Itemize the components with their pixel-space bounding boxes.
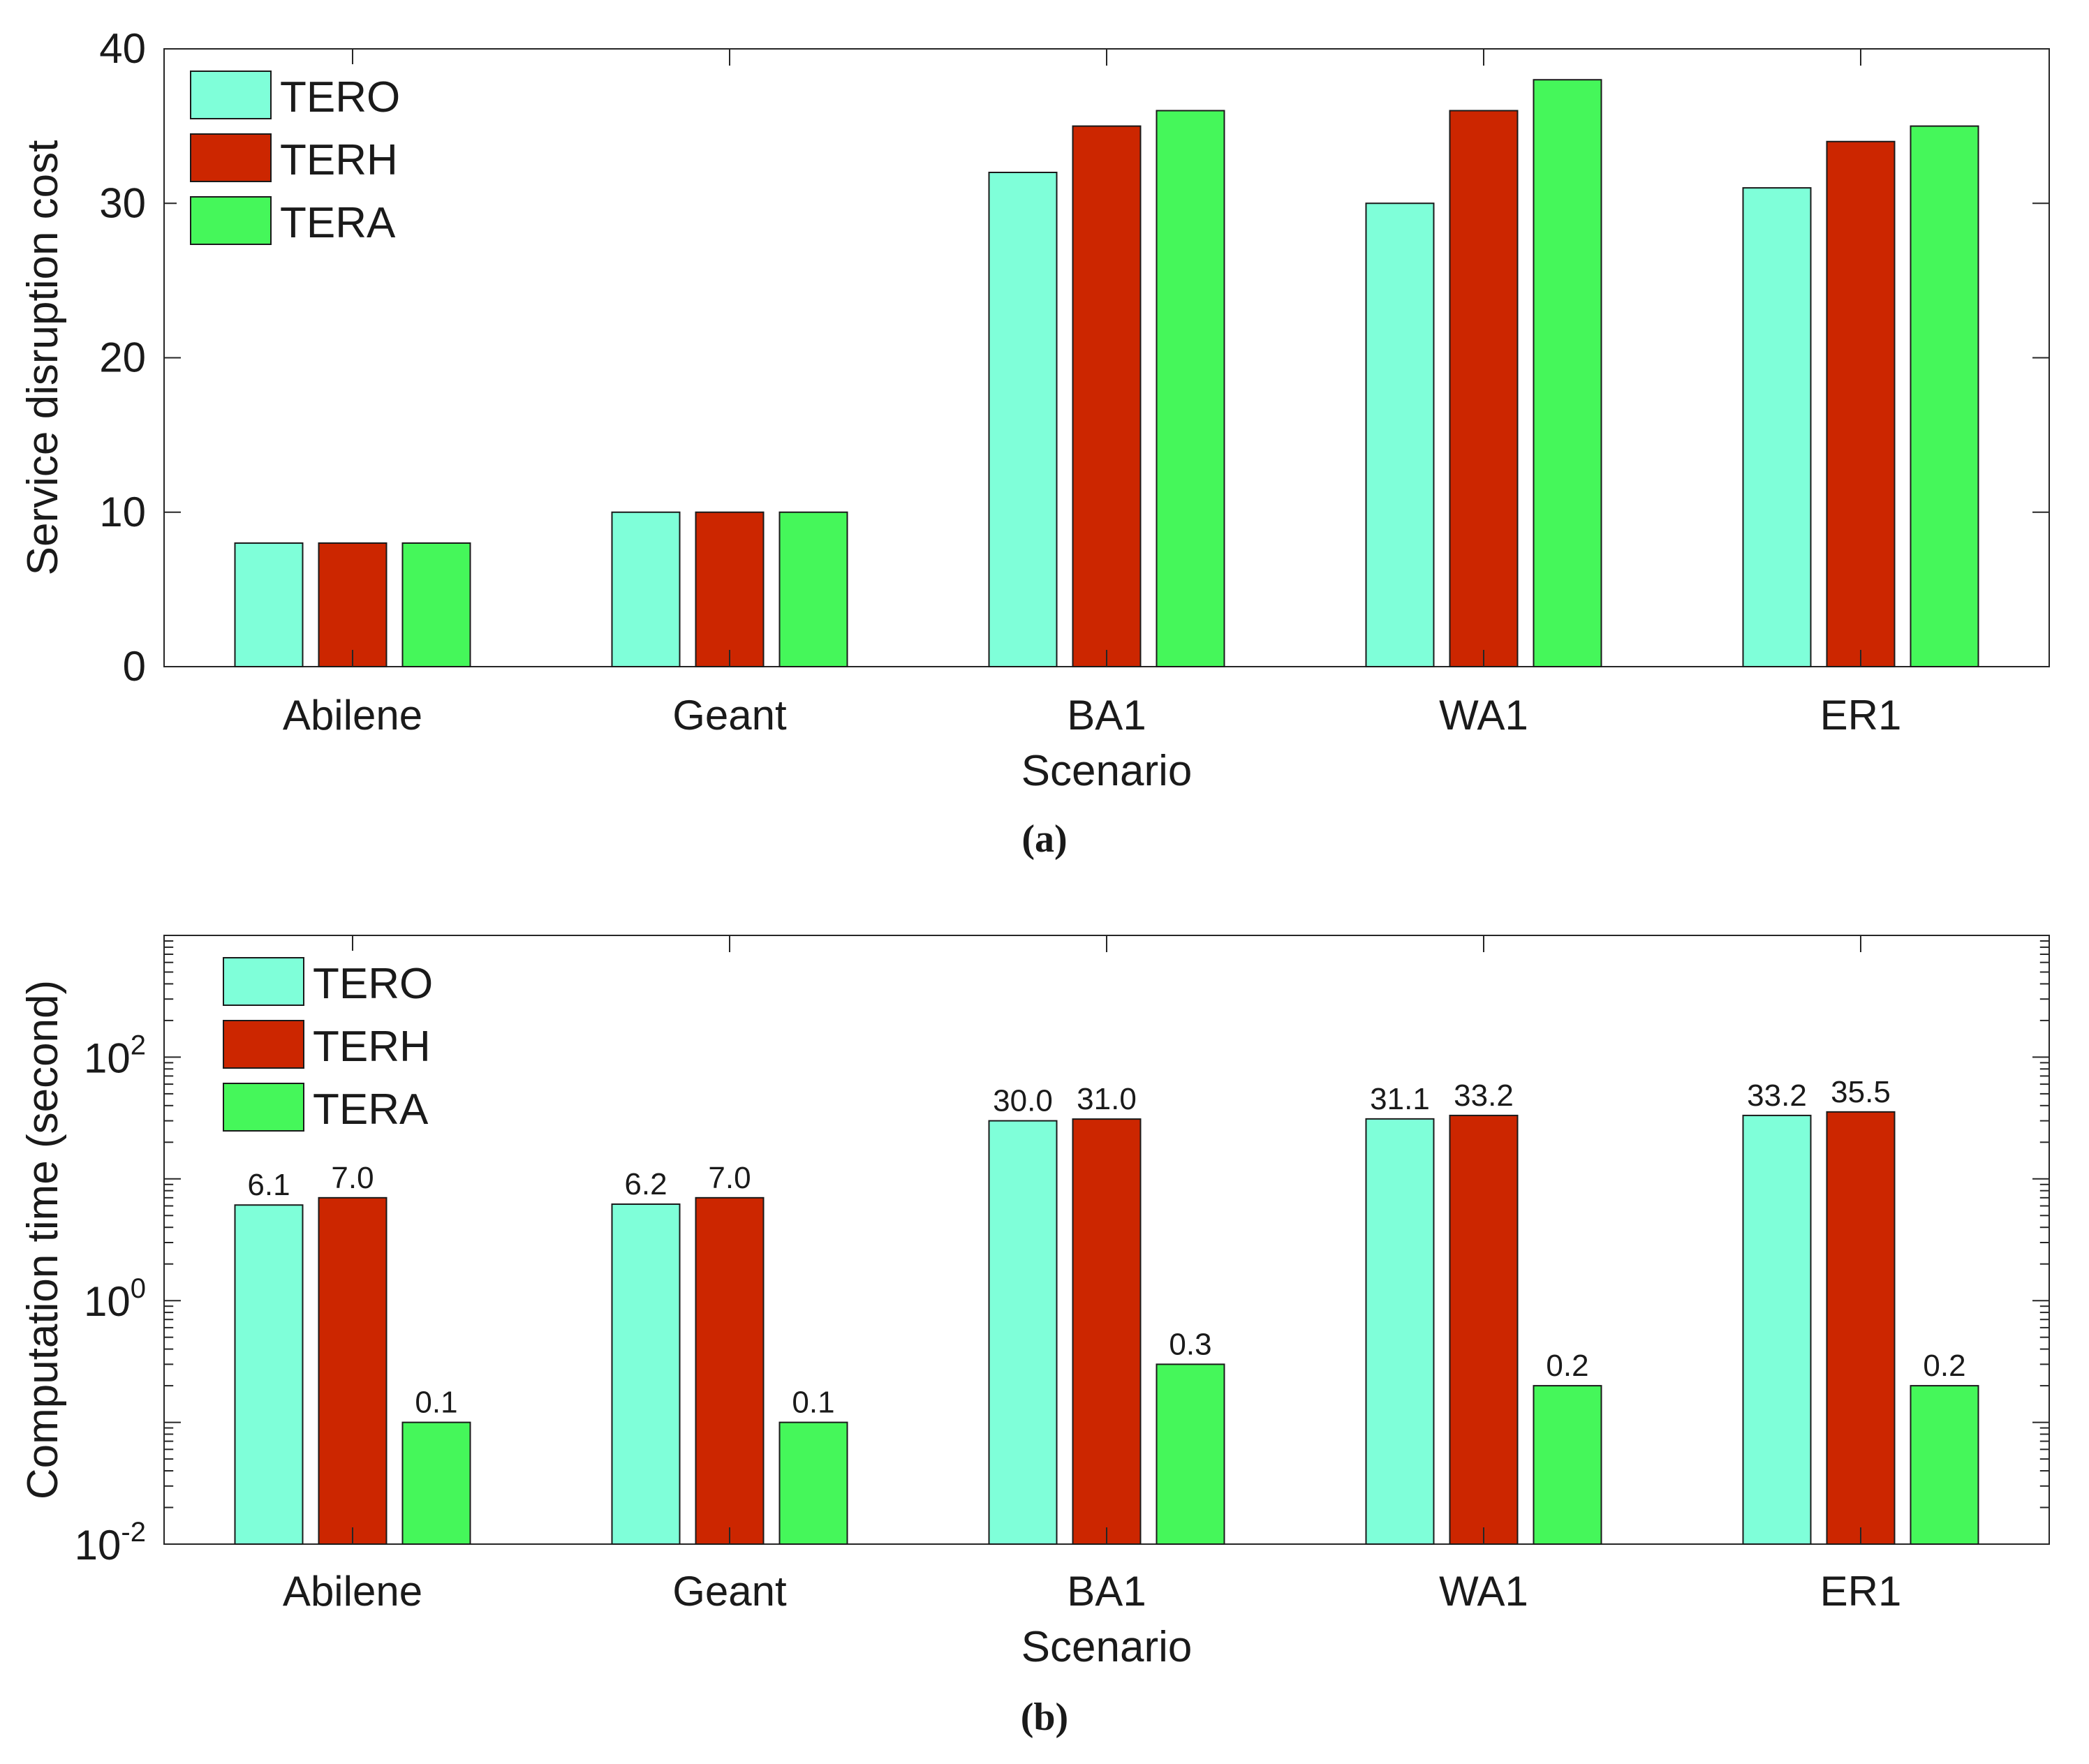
legend-label-tera: TERA [313, 1085, 429, 1134]
legend-swatch-terh [223, 1020, 304, 1069]
y-axis-label: Computation time (second) [19, 980, 67, 1499]
bar-terh-wa1 [1449, 1114, 1519, 1546]
y-tick-exponent: -2 [121, 1517, 146, 1548]
y-tick-label: 10-2 [75, 1517, 146, 1569]
data-label-tero-geant: 6.2 [624, 1167, 667, 1201]
bar-tero-er1 [1742, 1114, 1812, 1546]
bar-terh-geant [695, 1196, 765, 1546]
data-label-tera-abilene: 0.1 [415, 1386, 457, 1420]
bar-tero-abilene [234, 1204, 304, 1546]
legend-label-tero: TERO [280, 73, 400, 121]
bar-tero-wa1 [1365, 202, 1435, 667]
data-label-tera-ba1: 0.3 [1169, 1327, 1211, 1361]
x-tick-label: Abilene [283, 692, 422, 739]
legend-label-tero: TERO [313, 960, 433, 1008]
bar-tero-geant [611, 511, 681, 667]
chart-panel-a: Abilene Geant BA1 WA1 ER1 0 10 20 30 40 Scenario Se… [19, 25, 2050, 861]
x-tick-label: ER1 [1820, 692, 1902, 739]
x-tick-label: Abilene [283, 1568, 422, 1615]
data-label-tera-wa1: 0.2 [1546, 1349, 1588, 1383]
bar-terh-ba1 [1072, 1118, 1142, 1546]
x-tick-label: WA1 [1439, 1568, 1528, 1615]
x-tick-label: BA1 [1067, 692, 1146, 739]
data-label-terh-geant: 7.0 [708, 1161, 751, 1195]
data-label-terh-er1: 35.5 [1831, 1075, 1891, 1109]
y-tick-exponent: 0 [131, 1273, 146, 1304]
bar-tero-ba1 [988, 1120, 1058, 1546]
x-tick-label: WA1 [1439, 692, 1528, 739]
legend-swatch-tera [223, 1083, 304, 1132]
bar-tera-geant [778, 1421, 848, 1545]
legend-swatch-tero [223, 957, 304, 1006]
legend-swatch-tero [190, 71, 272, 119]
bar-tero-er1 [1742, 187, 1812, 667]
bar-terh-geant [695, 511, 765, 667]
y-tick-exponent: 2 [131, 1030, 146, 1060]
bar-tera-er1 [1910, 1385, 1979, 1545]
y-tick-base: 10 [75, 1522, 121, 1569]
y-tick-label: 20 [99, 334, 146, 381]
x-tick-label: Geant [672, 1568, 787, 1615]
x-axis-label: Scenario [1021, 1623, 1193, 1671]
bar-tera-ba1 [1156, 1363, 1225, 1545]
y-tick-label: 30 [99, 179, 146, 226]
x-tick-label: ER1 [1820, 1568, 1902, 1615]
bar-tera-ba1 [1156, 110, 1225, 667]
legend-label-tera: TERA [280, 199, 396, 247]
data-label-tero-ba1: 30.0 [993, 1084, 1053, 1118]
legend: TERO TERH TERA [177, 64, 435, 267]
bar-terh-er1 [1826, 140, 1896, 667]
legend: TERO TERH TERA [209, 951, 468, 1153]
bar-terh-wa1 [1449, 110, 1519, 667]
y-tick-base: 10 [84, 1035, 131, 1081]
bar-tera-geant [778, 511, 848, 667]
bar-terh-ba1 [1072, 125, 1142, 667]
bar-tera-wa1 [1533, 1385, 1602, 1545]
x-tick-label: Geant [672, 692, 787, 739]
data-label-terh-wa1: 33.2 [1454, 1079, 1514, 1113]
chart-panel-b: 6.1 6.2 30.0 31.1 33.2 7.0 7.0 31.0 33.2 35.5 0.1 0… [19, 935, 2050, 1739]
bar-tera-er1 [1910, 125, 1979, 667]
data-label-tero-er1: 33.2 [1747, 1079, 1807, 1113]
x-axis-label: Scenario [1021, 747, 1193, 795]
data-label-terh-abilene: 7.0 [331, 1161, 374, 1195]
legend-swatch-terh [190, 133, 272, 182]
panel-caption: (b) [1021, 1696, 1068, 1739]
bar-terh-abilene [318, 1196, 387, 1546]
bar-terh-abilene [318, 542, 387, 667]
data-label-tera-er1: 0.2 [1923, 1349, 1965, 1383]
bar-tera-abilene [401, 542, 471, 667]
y-tick-label: 102 [84, 1030, 146, 1081]
panel-caption: (a) [1021, 817, 1067, 861]
x-tick-label: BA1 [1067, 1568, 1146, 1615]
bar-tera-abilene [401, 1421, 471, 1545]
bar-tero-abilene [234, 542, 304, 667]
y-axis-label: Service disruption cost [19, 140, 67, 576]
data-label-tera-geant: 0.1 [792, 1386, 834, 1420]
bar-tero-wa1 [1365, 1118, 1435, 1545]
y-tick-label: 0 [123, 643, 146, 690]
bar-terh-er1 [1826, 1111, 1896, 1546]
legend-swatch-tera [190, 196, 272, 245]
y-tick-base: 10 [84, 1278, 131, 1325]
legend-label-terh: TERH [313, 1023, 431, 1071]
bar-tero-ba1 [988, 172, 1058, 667]
bar-tera-wa1 [1533, 79, 1602, 667]
y-tick-label: 100 [84, 1273, 146, 1325]
data-label-tero-wa1: 31.1 [1370, 1082, 1430, 1116]
y-tick-label: 10 [99, 489, 146, 535]
legend-label-terh: TERH [280, 136, 398, 184]
data-label-terh-ba1: 31.0 [1077, 1082, 1137, 1116]
data-label-tero-abilene: 6.1 [247, 1168, 290, 1202]
bar-tero-geant [611, 1203, 681, 1545]
y-tick-label: 40 [99, 25, 146, 72]
